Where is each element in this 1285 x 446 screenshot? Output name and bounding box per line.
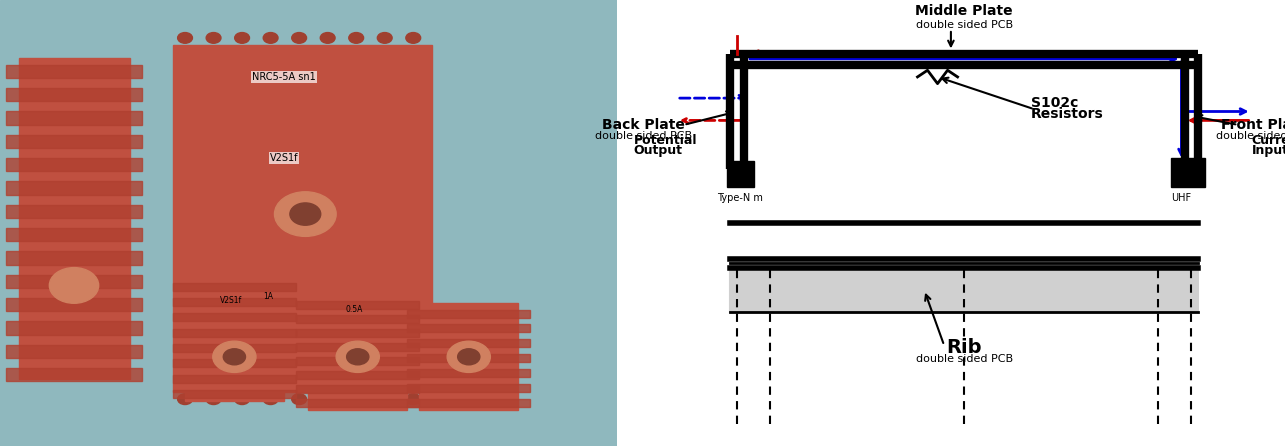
Circle shape: [406, 33, 420, 43]
Text: 0.5A: 0.5A: [346, 305, 364, 314]
Bar: [6, 298, 141, 311]
Bar: [6, 275, 141, 288]
Circle shape: [290, 203, 321, 225]
Circle shape: [378, 33, 392, 43]
Circle shape: [49, 268, 99, 303]
Text: Rib: Rib: [947, 339, 982, 357]
Bar: [18, 58, 130, 379]
Text: Resistors: Resistors: [1031, 107, 1104, 121]
Text: V2S1f: V2S1f: [270, 153, 298, 162]
Text: double sided PCB: double sided PCB: [1217, 131, 1285, 141]
Circle shape: [406, 394, 420, 405]
Text: double sided PCB: double sided PCB: [595, 131, 693, 141]
Bar: [419, 303, 518, 410]
Circle shape: [213, 341, 256, 372]
Bar: [172, 329, 296, 337]
Bar: [172, 359, 296, 367]
Circle shape: [457, 349, 479, 365]
Bar: [730, 263, 1198, 312]
Bar: [172, 314, 296, 322]
Circle shape: [320, 33, 335, 43]
Bar: [296, 314, 419, 322]
Circle shape: [337, 341, 379, 372]
Bar: [308, 294, 407, 410]
Text: Back Plate: Back Plate: [603, 118, 685, 132]
Bar: [6, 321, 141, 334]
Circle shape: [263, 394, 278, 405]
Circle shape: [263, 33, 278, 43]
Bar: [407, 354, 531, 362]
Bar: [172, 45, 432, 392]
Circle shape: [347, 349, 369, 365]
Text: Potential: Potential: [634, 134, 696, 147]
Circle shape: [235, 33, 249, 43]
Bar: [6, 135, 141, 148]
Text: V2S1f: V2S1f: [220, 296, 243, 305]
Bar: [6, 228, 141, 241]
Bar: [6, 158, 141, 171]
Bar: [6, 251, 141, 264]
Circle shape: [292, 394, 307, 405]
Bar: [6, 65, 141, 78]
Bar: [727, 161, 754, 187]
Bar: [296, 343, 419, 351]
Circle shape: [177, 394, 193, 405]
Text: Input: Input: [1252, 144, 1285, 157]
Circle shape: [320, 394, 335, 405]
Text: UHF: UHF: [1172, 194, 1191, 203]
Text: double sided PCB: double sided PCB: [916, 20, 1013, 29]
Bar: [6, 182, 141, 195]
Bar: [296, 385, 419, 393]
Text: Front Plate: Front Plate: [1222, 118, 1285, 132]
Bar: [296, 399, 419, 407]
Circle shape: [348, 33, 364, 43]
Circle shape: [206, 394, 221, 405]
Circle shape: [348, 394, 364, 405]
Bar: [407, 324, 531, 332]
Bar: [407, 310, 531, 318]
Bar: [1172, 158, 1205, 187]
Circle shape: [235, 394, 249, 405]
Bar: [172, 390, 296, 398]
Bar: [296, 329, 419, 337]
Text: Output: Output: [634, 144, 682, 157]
Bar: [172, 283, 296, 291]
Bar: [185, 277, 284, 401]
Text: Middle Plate: Middle Plate: [915, 4, 1013, 18]
Circle shape: [177, 33, 193, 43]
Bar: [296, 371, 419, 379]
Bar: [407, 399, 531, 407]
Bar: [407, 369, 531, 377]
Bar: [407, 339, 531, 347]
Text: NRC5-5A sn1: NRC5-5A sn1: [252, 72, 316, 82]
Bar: [407, 384, 531, 392]
Circle shape: [378, 394, 392, 405]
Bar: [6, 88, 141, 101]
Bar: [6, 205, 141, 218]
Text: double sided PCB: double sided PCB: [916, 354, 1013, 364]
Text: Current: Current: [1252, 134, 1285, 147]
Bar: [6, 112, 141, 125]
Bar: [172, 298, 296, 306]
Circle shape: [292, 33, 307, 43]
Bar: [6, 368, 141, 381]
Bar: [296, 357, 419, 365]
Text: 1A: 1A: [263, 292, 274, 301]
Text: Type-N m: Type-N m: [717, 194, 763, 203]
Bar: [6, 345, 141, 358]
Bar: [172, 344, 296, 352]
Circle shape: [224, 349, 245, 365]
Circle shape: [206, 33, 221, 43]
Circle shape: [275, 192, 337, 236]
Bar: [296, 301, 419, 309]
Bar: [172, 375, 296, 383]
Text: S102c: S102c: [1031, 95, 1078, 110]
Circle shape: [447, 341, 491, 372]
